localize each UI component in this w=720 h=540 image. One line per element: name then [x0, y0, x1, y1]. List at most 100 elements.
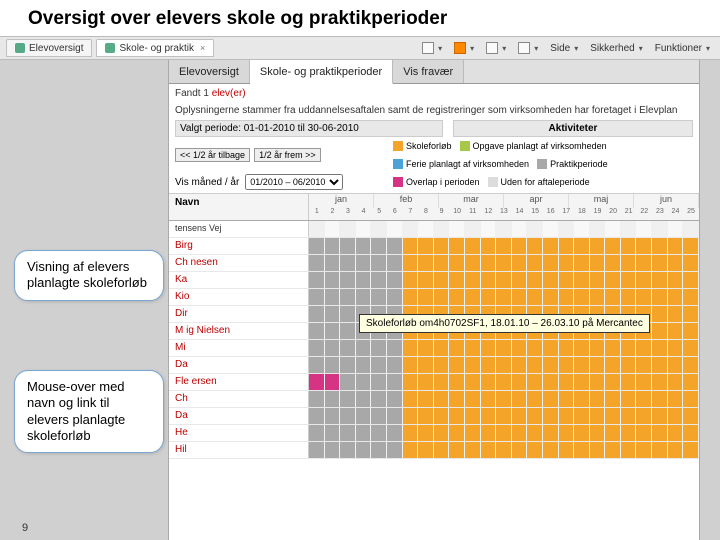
- gantt-cell[interactable]: [621, 374, 637, 390]
- gantt-cell[interactable]: [496, 238, 512, 254]
- gantt-cell[interactable]: [403, 221, 419, 237]
- gantt-cell[interactable]: [325, 357, 341, 373]
- gantt-cell[interactable]: [683, 289, 699, 305]
- gantt-cell[interactable]: [434, 221, 450, 237]
- gantt-cell[interactable]: [559, 289, 575, 305]
- row-name[interactable]: Mi: [169, 340, 309, 356]
- gantt-cell[interactable]: [387, 340, 403, 356]
- gantt-cell[interactable]: [403, 272, 419, 288]
- gantt-cell[interactable]: [605, 391, 621, 407]
- row-name[interactable]: Fle ersen: [169, 374, 309, 390]
- gantt-cell[interactable]: [325, 340, 341, 356]
- gantt-cell[interactable]: [636, 357, 652, 373]
- gantt-cell[interactable]: [403, 238, 419, 254]
- gantt-cell[interactable]: [356, 238, 372, 254]
- gantt-cell[interactable]: [481, 442, 497, 458]
- row-name[interactable]: M ig Nielsen: [169, 323, 309, 339]
- page-menu[interactable]: Side: [546, 40, 582, 56]
- gantt-cell[interactable]: [668, 374, 684, 390]
- gantt-cell[interactable]: [605, 357, 621, 373]
- gantt-cell[interactable]: [309, 391, 325, 407]
- gantt-cell[interactable]: [309, 238, 325, 254]
- gantt-cell[interactable]: [418, 442, 434, 458]
- gantt-cell[interactable]: [481, 340, 497, 356]
- gantt-cell[interactable]: [403, 391, 419, 407]
- gantt-cell[interactable]: [481, 425, 497, 441]
- gantt-cell[interactable]: [371, 289, 387, 305]
- gantt-cell[interactable]: [449, 374, 465, 390]
- gantt-cell[interactable]: [683, 340, 699, 356]
- gantt-cell[interactable]: [527, 442, 543, 458]
- gantt-cell[interactable]: [668, 272, 684, 288]
- gantt-cell[interactable]: [543, 272, 559, 288]
- gantt-cell[interactable]: [356, 425, 372, 441]
- gantt-cell[interactable]: [387, 408, 403, 424]
- gantt-cell[interactable]: [465, 391, 481, 407]
- gantt-cell[interactable]: [527, 425, 543, 441]
- gantt-cell[interactable]: [512, 442, 528, 458]
- gantt-cell[interactable]: [652, 255, 668, 271]
- gantt-cell[interactable]: [496, 391, 512, 407]
- gantt-cell[interactable]: [683, 238, 699, 254]
- gantt-cell[interactable]: [574, 442, 590, 458]
- gantt-cell[interactable]: [356, 374, 372, 390]
- gantt-cell[interactable]: [605, 408, 621, 424]
- gantt-cell[interactable]: [543, 289, 559, 305]
- gantt-cell[interactable]: [683, 374, 699, 390]
- gantt-cell[interactable]: [449, 442, 465, 458]
- gantt-cell[interactable]: [403, 289, 419, 305]
- gantt-cell[interactable]: [683, 442, 699, 458]
- gantt-cell[interactable]: [481, 289, 497, 305]
- gantt-cell[interactable]: [387, 221, 403, 237]
- gantt-cell[interactable]: [403, 374, 419, 390]
- gantt-cell[interactable]: [340, 272, 356, 288]
- gantt-cell[interactable]: [465, 272, 481, 288]
- gantt-cell[interactable]: [512, 340, 528, 356]
- gantt-cell[interactable]: [527, 255, 543, 271]
- gantt-cell[interactable]: [434, 425, 450, 441]
- gantt-cell[interactable]: [309, 374, 325, 390]
- gantt-cell[interactable]: [496, 425, 512, 441]
- gantt-cell[interactable]: [481, 374, 497, 390]
- gantt-cell[interactable]: [418, 255, 434, 271]
- gantt-cell[interactable]: [387, 357, 403, 373]
- gantt-cell[interactable]: [340, 289, 356, 305]
- gantt-cell[interactable]: [574, 357, 590, 373]
- gantt-cell[interactable]: [636, 425, 652, 441]
- gantt-cell[interactable]: [371, 255, 387, 271]
- gantt-cell[interactable]: [387, 272, 403, 288]
- gantt-cell[interactable]: [621, 221, 637, 237]
- gantt-cell[interactable]: [668, 425, 684, 441]
- gantt-cell[interactable]: [543, 391, 559, 407]
- gantt-cell[interactable]: [449, 255, 465, 271]
- gantt-cell[interactable]: [356, 221, 372, 237]
- gantt-cell[interactable]: [559, 391, 575, 407]
- gantt-cell[interactable]: [449, 357, 465, 373]
- gantt-cell[interactable]: [683, 391, 699, 407]
- gantt-cell[interactable]: [574, 391, 590, 407]
- gantt-cell[interactable]: [652, 340, 668, 356]
- mail-button[interactable]: [482, 40, 510, 56]
- gantt-cell[interactable]: [481, 221, 497, 237]
- gantt-cell[interactable]: [325, 272, 341, 288]
- gantt-cell[interactable]: [434, 408, 450, 424]
- close-icon[interactable]: ×: [200, 43, 205, 53]
- gantt-cell[interactable]: [683, 357, 699, 373]
- gantt-cell[interactable]: [449, 289, 465, 305]
- gantt-cell[interactable]: [512, 272, 528, 288]
- gantt-cell[interactable]: [590, 238, 606, 254]
- gantt-cell[interactable]: [512, 357, 528, 373]
- gantt-cell[interactable]: [683, 272, 699, 288]
- gantt-cell[interactable]: [356, 391, 372, 407]
- gantt-cell[interactable]: [496, 340, 512, 356]
- gantt-cell[interactable]: [636, 289, 652, 305]
- gantt-cell[interactable]: [621, 357, 637, 373]
- gantt-cell[interactable]: [371, 442, 387, 458]
- feed-button[interactable]: [450, 40, 478, 56]
- gantt-cell[interactable]: [465, 289, 481, 305]
- gantt-cell[interactable]: [527, 221, 543, 237]
- gantt-cell[interactable]: [309, 306, 325, 322]
- gantt-cell[interactable]: [590, 255, 606, 271]
- gantt-cell[interactable]: [325, 306, 341, 322]
- gantt-cell[interactable]: [512, 425, 528, 441]
